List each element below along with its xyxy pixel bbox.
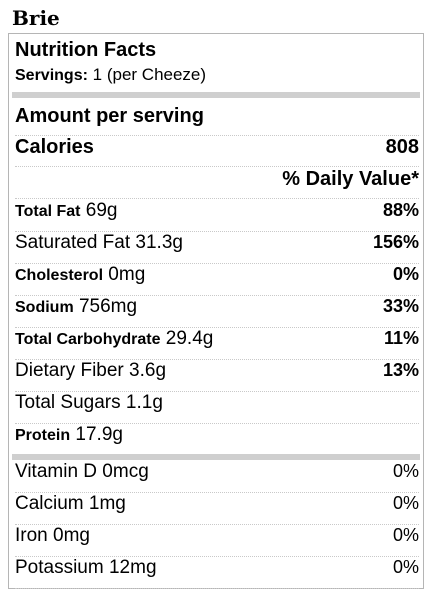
nutrient-daily-value: 88% [382,200,419,220]
nutrient-row-protein: Protein 17.9g [15,424,419,455]
nutrient-row-dietary-fiber: Dietary Fiber 3.6g 13% [15,360,419,392]
vitamin-name: Iron [15,525,48,546]
servings-text: Servings: 1 (per Cheeze) [15,65,206,85]
nutrient-row-saturated-fat: Saturated Fat 31.3g 156% [15,232,419,264]
nutrient-daily-value: 13% [382,360,419,380]
nutrient-amount: 756mg [78,296,138,317]
servings-value: 1 (per Cheeze) [92,65,207,84]
nutrient-amount: 31.3g [135,232,183,253]
nutrient-name: Total Carbohydrate [15,331,161,348]
nutrient-row-total-fat: Total Fat 69g 88% [15,200,419,232]
vitamin-name: Vitamin D [15,461,98,482]
nutrient-name: Total Fat [15,203,81,220]
nutrient-daily-value: 33% [382,296,419,316]
vitamin-daily-value: 0% [392,557,419,577]
nutrient-name: Total Sugars [15,392,121,413]
vitamin-amount: 12mg [108,557,157,578]
nutrient-row-total-carbohydrate: Total Carbohydrate 29.4g 11% [15,328,419,360]
calories-row: Calories 808 [15,136,419,167]
nutrient-row-total-sugars: Total Sugars 1.1g [15,392,419,424]
nutrient-amount: 17.9g [75,424,123,445]
vitamin-row-calcium: Calcium 1mg 0% [15,493,419,525]
nutrient-amount: 0mg [108,264,146,285]
vitamin-name-amount: Calcium 1mg [15,493,126,515]
nutrient-name: Protein [15,427,71,444]
vitamin-daily-value: 0% [392,493,419,513]
nutrient-name-amount: Protein 17.9g [15,424,123,446]
product-title: Brie [12,6,60,30]
nutrient-name-amount: Cholesterol 0mg [15,264,145,286]
nutrient-row-cholesterol: Cholesterol 0mg 0% [15,264,419,296]
nutrient-daily-value: 11% [383,328,419,348]
amount-per-serving-row: Amount per serving [15,105,419,136]
calories-value: 808 [385,136,419,158]
vitamin-name-amount: Iron 0mg [15,525,90,547]
vitamin-name: Potassium [15,557,104,578]
nutrient-name-amount: Total Sugars 1.1g [15,392,163,414]
calories-label: Calories [15,136,94,158]
vitamin-row-vitamin-d: Vitamin D 0mcg 0% [15,461,419,493]
vitamin-daily-value: 0% [392,525,419,545]
nutrient-name: Saturated Fat [15,232,131,253]
servings-label: Servings: [15,67,88,84]
vitamin-amount: 0mg [53,525,90,546]
nutrient-daily-value: 156% [372,232,419,252]
vitamin-name-amount: Potassium 12mg [15,557,157,579]
nutrient-name-amount: Total Fat 69g [15,200,117,222]
vitamin-row-potassium: Potassium 12mg 0% [15,557,419,589]
nutrient-amount: 1.1g [125,392,163,413]
nutrient-name: Cholesterol [15,267,104,284]
nutrient-name-amount: Saturated Fat 31.3g [15,232,183,254]
nutrition-label: Nutrition Facts Servings: 1 (per Cheeze)… [8,33,424,589]
daily-value-header-row: % Daily Value* [15,168,419,199]
nutrient-amount: 29.4g [165,328,214,349]
nutrient-row-sodium: Sodium 756mg 33% [15,296,419,328]
vitamin-amount: 0mcg [102,461,149,482]
vitamin-name-amount: Vitamin D 0mcg [15,461,149,483]
nutrient-name-amount: Total Carbohydrate 29.4g [15,328,213,350]
nutrient-name-amount: Sodium 756mg [15,296,137,318]
thick-divider-top [12,92,420,98]
nutrition-facts-heading: Nutrition Facts [15,39,419,62]
thick-divider-vitamins [12,454,420,460]
vitamin-amount: 1mg [88,493,126,514]
vitamin-name: Calcium [15,493,84,514]
nutrient-daily-value: 0% [392,264,419,284]
nutrient-amount: 69g [85,200,118,221]
vitamin-row-iron: Iron 0mg 0% [15,525,419,557]
vitamin-daily-value: 0% [392,461,419,481]
nutrient-name: Dietary Fiber [15,360,124,381]
servings-row: Servings: 1 (per Cheeze) [15,65,419,85]
nutrient-amount: 3.6g [129,360,167,381]
heading-text: Nutrition Facts [15,39,157,61]
amount-per-serving-label: Amount per serving [15,105,204,127]
nutrient-name: Sodium [15,299,74,316]
daily-value-header: % Daily Value* [282,168,419,190]
nutrient-name-amount: Dietary Fiber 3.6g [15,360,166,382]
